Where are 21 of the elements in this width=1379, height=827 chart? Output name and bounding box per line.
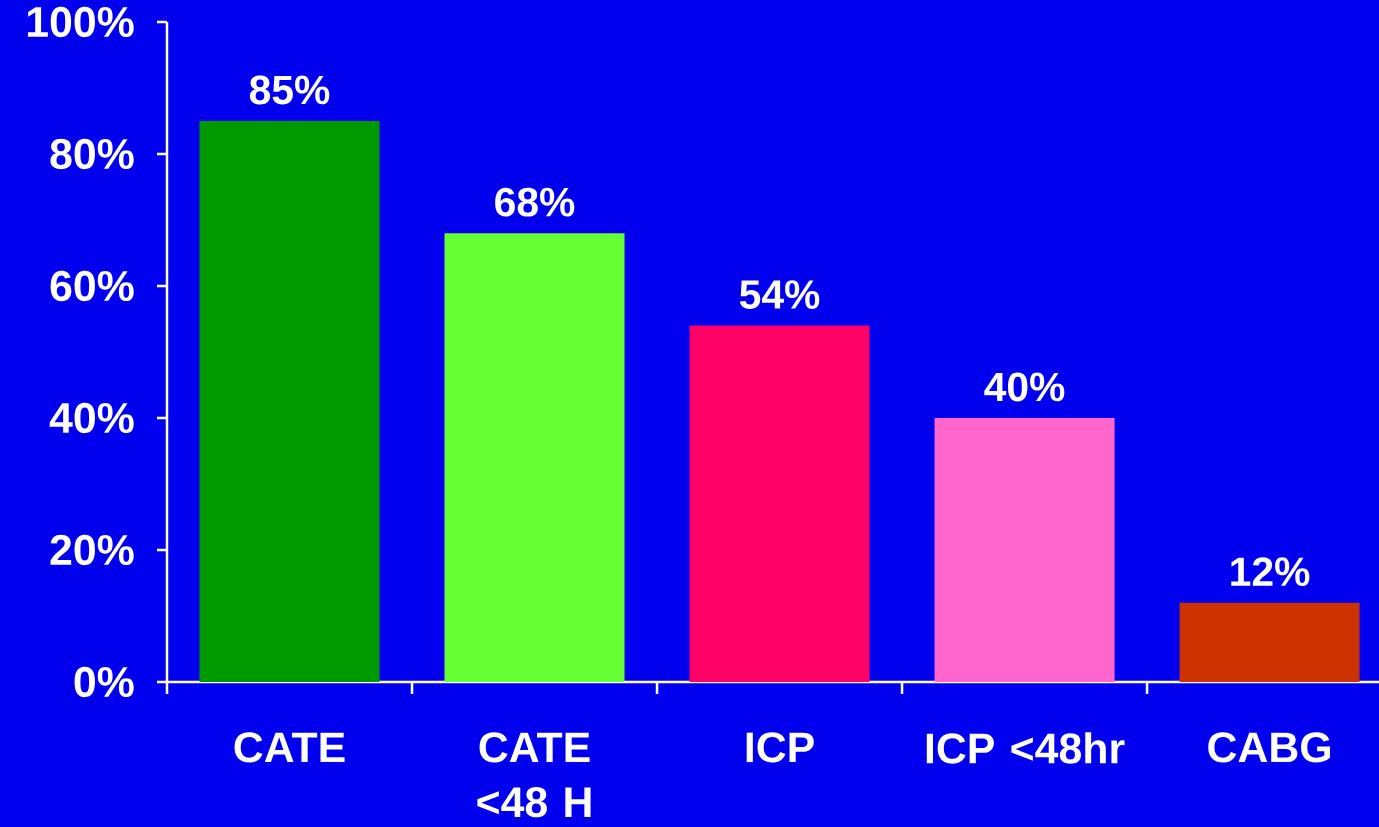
y-tick-label: 100% bbox=[27, 6, 134, 38]
data-label: 68% bbox=[495, 187, 575, 217]
x-tick-label: CATE bbox=[234, 732, 345, 763]
data-label: 54% bbox=[739, 280, 820, 309]
bar bbox=[444, 233, 625, 682]
data-label: 12% bbox=[1231, 557, 1310, 587]
bar bbox=[934, 417, 1115, 682]
x-tick-label: ICP bbox=[746, 732, 814, 763]
y-tick-label: 80% bbox=[50, 138, 134, 170]
y-tick-label: 20% bbox=[50, 534, 134, 566]
y-tick-label: 60% bbox=[50, 270, 134, 302]
bar bbox=[1179, 602, 1360, 682]
data-label: 85% bbox=[249, 75, 330, 105]
bar bbox=[199, 120, 380, 682]
y-tick-label: 0% bbox=[74, 666, 134, 698]
x-tick-label: CATE <48 H bbox=[477, 732, 591, 818]
x-tick-label: CABG bbox=[1208, 732, 1330, 763]
bar bbox=[689, 325, 870, 682]
y-tick-label: 40% bbox=[49, 402, 134, 434]
x-tick-label: ICP <48hr bbox=[926, 732, 1125, 764]
data-label: 40% bbox=[984, 372, 1065, 402]
